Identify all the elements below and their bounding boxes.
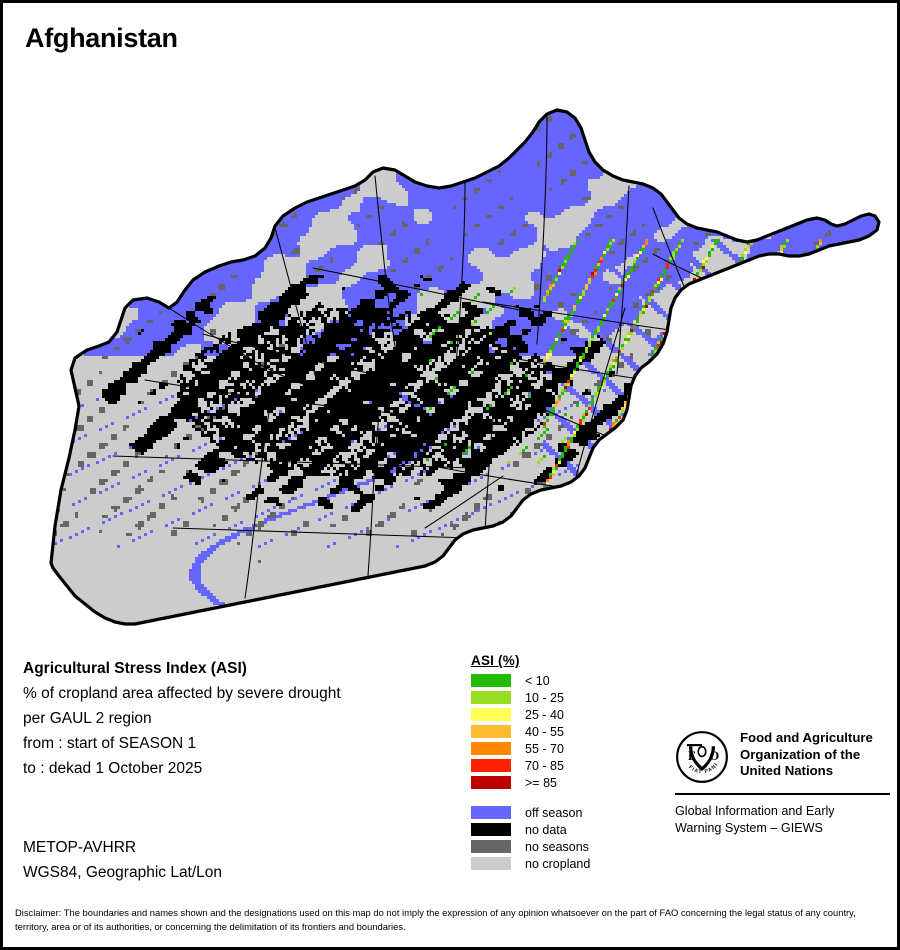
- map-canvas[interactable]: [13, 58, 893, 653]
- fao-divider: [675, 793, 890, 795]
- legend-class-swatch: [471, 674, 511, 687]
- legend-class-label: >= 85: [525, 776, 557, 790]
- map-raster-layer: [51, 110, 879, 624]
- legend-class-row: >= 85: [471, 774, 651, 791]
- legend-class-swatch: [471, 725, 511, 738]
- legend-class-swatch: [471, 742, 511, 755]
- giews-name: Global Information and Early Warning Sys…: [675, 803, 890, 836]
- info-line-2: per GAUL 2 region: [23, 706, 341, 731]
- legend-other-list: off season no data no seasons no cropland: [471, 804, 651, 872]
- legend-other-row: no data: [471, 821, 651, 838]
- page-title: Afghanistan: [25, 23, 178, 54]
- legend-other-swatch: [471, 806, 511, 819]
- legend-class-label: < 10: [525, 674, 550, 688]
- fao-name: Food and Agriculture Organization of the…: [740, 730, 873, 780]
- legend-other-row: off season: [471, 804, 651, 821]
- legend-other-label: off season: [525, 806, 582, 820]
- info-line-to: to : dekad 1 October 2025: [23, 756, 341, 781]
- info-line-1: % of cropland area affected by severe dr…: [23, 681, 341, 706]
- raster-classes: [51, 110, 879, 624]
- fao-name-line-3: United Nations: [740, 763, 873, 780]
- fao-branding: F O FIAT PANIS Food and Agriculture Orga…: [673, 726, 890, 836]
- legend-other-swatch: [471, 840, 511, 853]
- legend-class-label: 70 - 85: [525, 759, 564, 773]
- legend-other-row: no cropland: [471, 855, 651, 872]
- fao-name-line-2: Organization of the: [740, 747, 873, 764]
- legend-class-row: 70 - 85: [471, 757, 651, 774]
- afghanistan-map-svg[interactable]: [13, 58, 893, 653]
- legend-class-row: 40 - 55: [471, 723, 651, 740]
- map-legend: ASI (%) < 10 10 - 25 25 - 40 40 - 55 55 - 70…: [471, 653, 651, 872]
- legend-class-list: < 10 10 - 25 25 - 40 40 - 55 55 - 70 70 - 85 >…: [471, 672, 651, 791]
- legend-class-label: 25 - 40: [525, 708, 564, 722]
- giews-line-2: Warning System – GIEWS: [675, 820, 890, 837]
- info-block-secondary: METOP-AVHRR WGS84, Geographic Lat/Lon: [23, 835, 222, 885]
- legend-class-row: < 10: [471, 672, 651, 689]
- projection-label: WGS84, Geographic Lat/Lon: [23, 860, 222, 885]
- legend-class-label: 10 - 25: [525, 691, 564, 705]
- legend-class-label: 55 - 70: [525, 742, 564, 756]
- legend-class-row: 25 - 40: [471, 706, 651, 723]
- fao-emblem-svg: F O FIAT PANIS: [673, 726, 728, 783]
- sensor-label: METOP-AVHRR: [23, 835, 222, 860]
- disclaimer-text: Disclaimer: The boundaries and names sho…: [15, 906, 891, 933]
- legend-other-label: no data: [525, 823, 567, 837]
- fao-name-line-1: Food and Agriculture: [740, 730, 873, 747]
- legend-other-label: no cropland: [525, 857, 590, 871]
- fao-header: F O FIAT PANIS Food and Agriculture Orga…: [673, 726, 890, 784]
- legend-class-row: 55 - 70: [471, 740, 651, 757]
- legend-class-swatch: [471, 759, 511, 772]
- info-block-primary: Agricultural Stress Index (ASI) % of cro…: [23, 656, 341, 781]
- legend-class-swatch: [471, 776, 511, 789]
- legend-class-label: 40 - 55: [525, 725, 564, 739]
- info-heading: Agricultural Stress Index (ASI): [23, 656, 341, 681]
- legend-other-label: no seasons: [525, 840, 589, 854]
- fao-logo-icon: F O FIAT PANIS: [673, 726, 729, 784]
- legend-class-row: 10 - 25: [471, 689, 651, 706]
- legend-other-row: no seasons: [471, 838, 651, 855]
- legend-class-swatch: [471, 708, 511, 721]
- legend-spacer: [471, 791, 651, 804]
- giews-line-1: Global Information and Early: [675, 803, 890, 820]
- legend-title: ASI (%): [471, 653, 651, 668]
- legend-other-swatch: [471, 857, 511, 870]
- legend-class-swatch: [471, 691, 511, 704]
- legend-other-swatch: [471, 823, 511, 836]
- info-line-from: from : start of SEASON 1: [23, 731, 341, 756]
